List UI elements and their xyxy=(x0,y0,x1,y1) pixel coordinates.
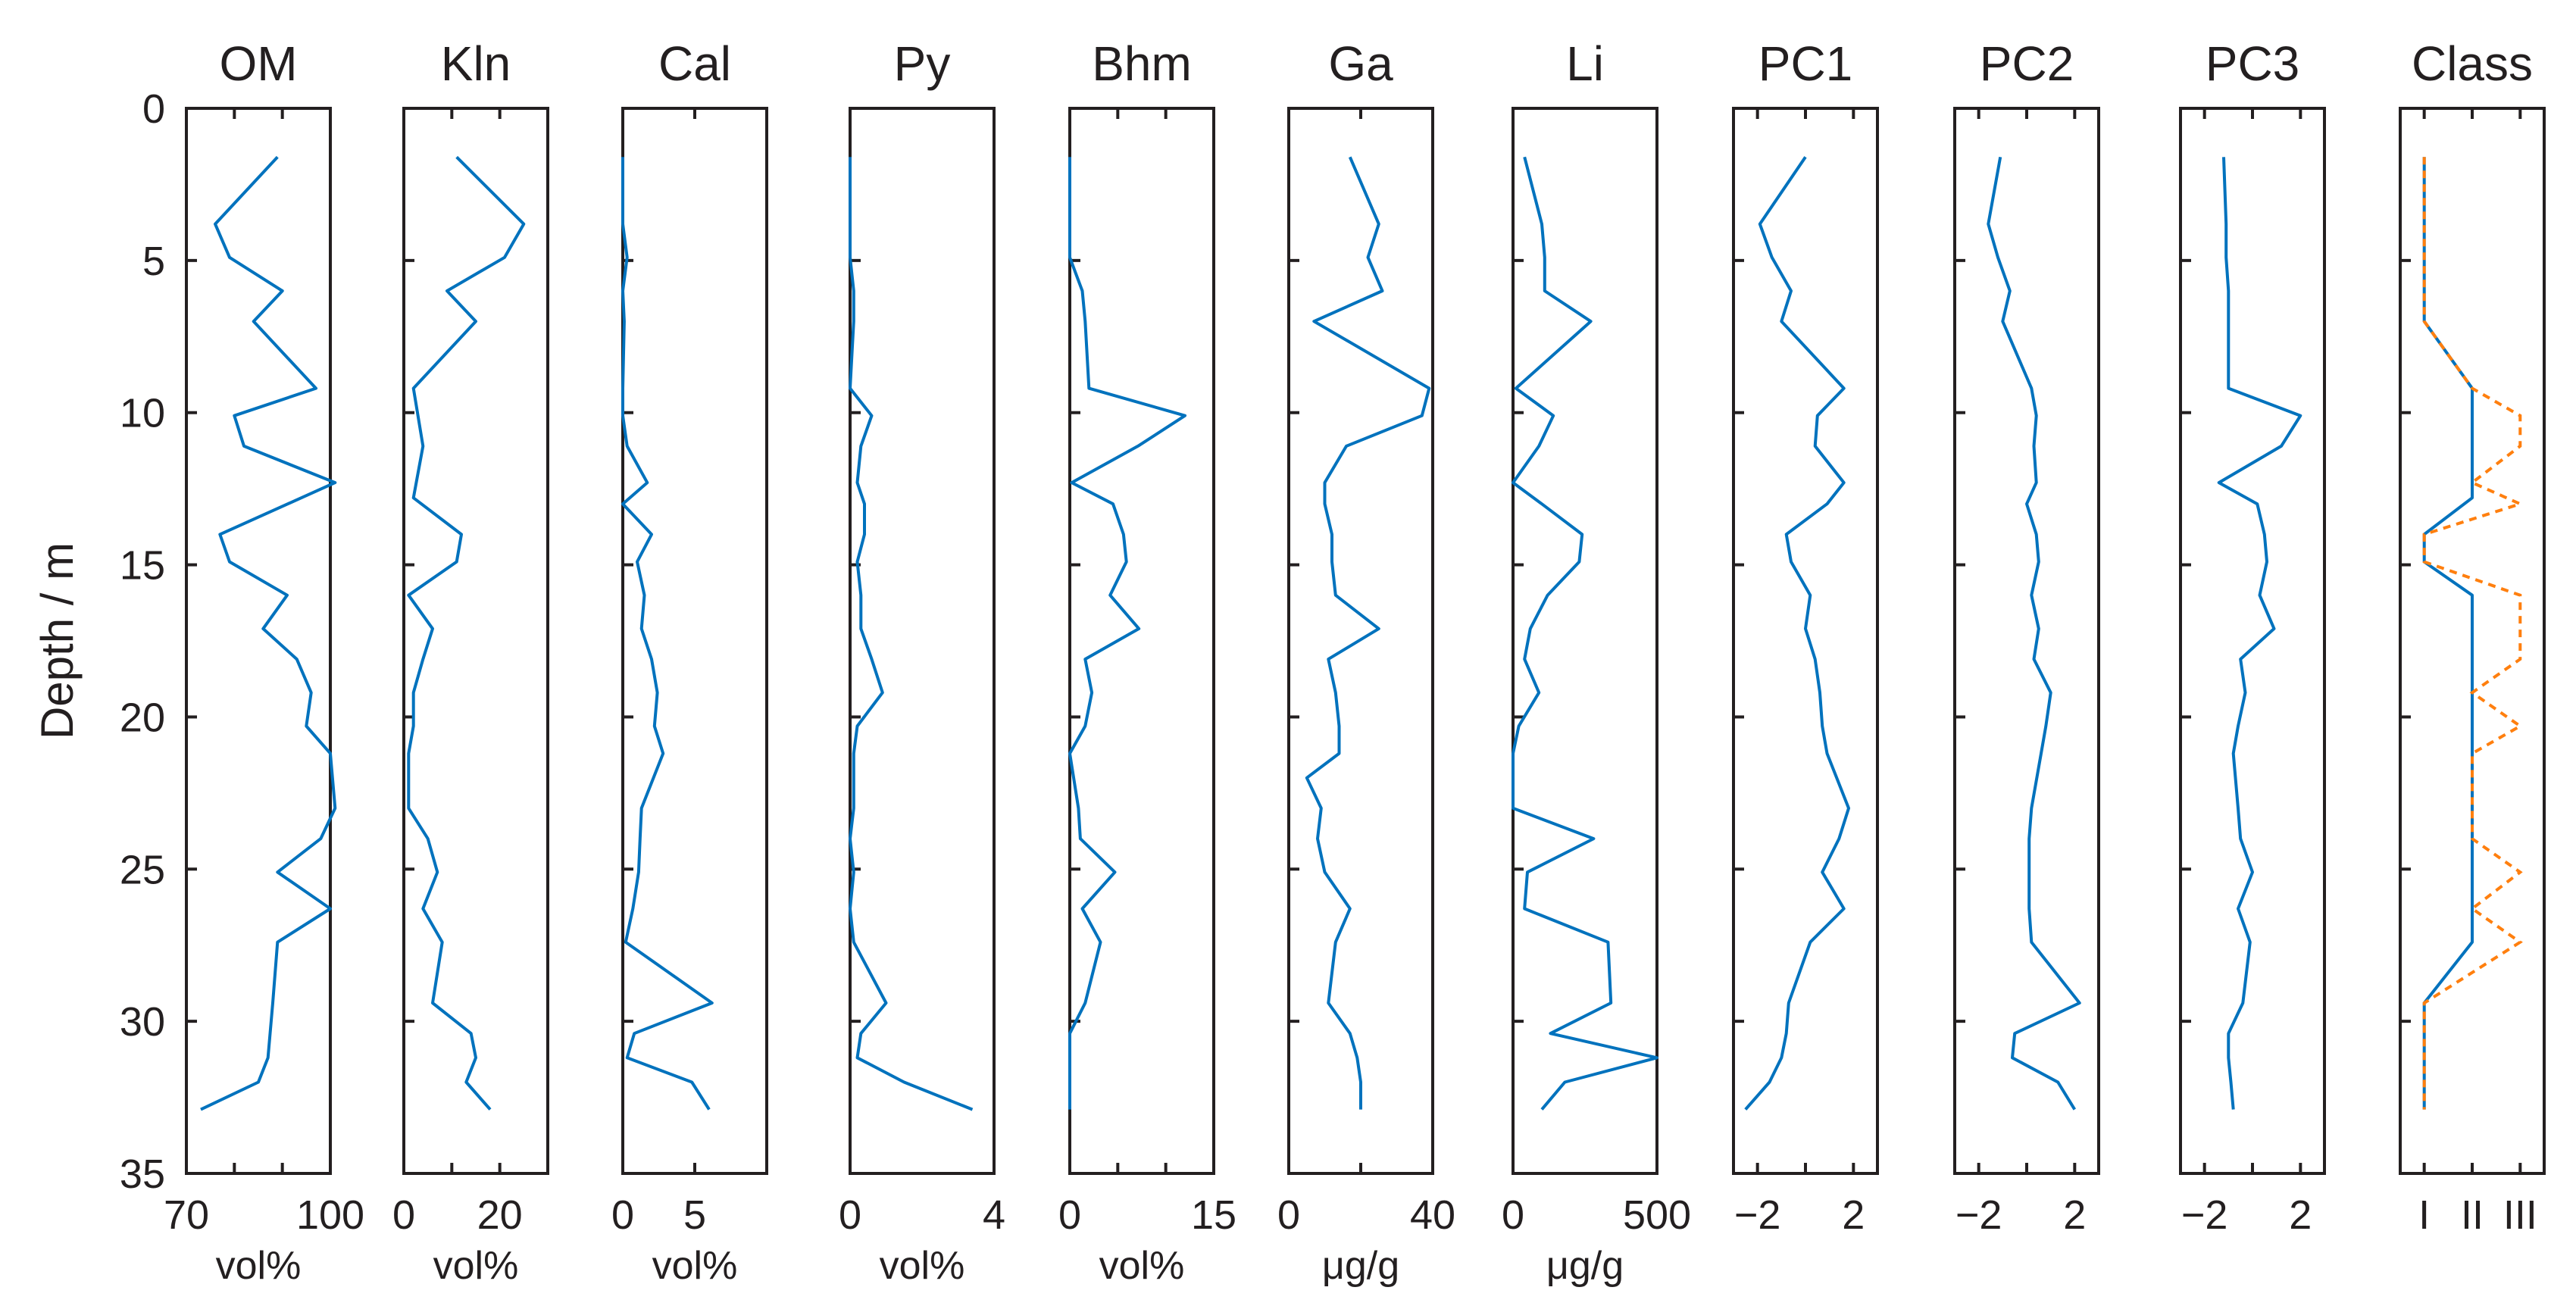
panel-title: Class xyxy=(2412,36,2533,91)
y-tick-label: 10 xyxy=(120,391,165,436)
x-tick-label: 0 xyxy=(1058,1192,1081,1238)
x-tick-label: 5 xyxy=(683,1192,706,1238)
panel-title: PC1 xyxy=(1758,36,1853,91)
x-tick-label: 4 xyxy=(983,1192,1005,1238)
panel-title: PC3 xyxy=(2206,36,2300,91)
series-line-li xyxy=(1512,156,1658,1111)
x-unit-label: μg/g xyxy=(1546,1244,1624,1288)
panel-frame xyxy=(849,107,996,1175)
panel-cal: Cal 0 5 vol% xyxy=(611,36,768,1288)
panel-frame xyxy=(1068,107,1215,1175)
x-tick-label: 20 xyxy=(477,1192,523,1238)
x-tick-label: −2 xyxy=(2181,1192,2228,1238)
series-line-class-solid xyxy=(2422,157,2474,1110)
x-unit-label: vol% xyxy=(880,1244,965,1288)
x-tick-label: 2 xyxy=(2063,1192,2086,1238)
x-tick-label: 2 xyxy=(1842,1192,1865,1238)
x-unit-label: vol% xyxy=(433,1244,519,1288)
x-tick-label: −2 xyxy=(1734,1192,1781,1238)
panel-frame xyxy=(1732,107,1879,1175)
panel-frame xyxy=(2179,107,2326,1175)
panel-frame xyxy=(1512,107,1658,1175)
panel-frame xyxy=(185,107,332,1175)
x-tick-label: II xyxy=(2461,1192,2484,1238)
series-line-bhm xyxy=(1068,157,1186,1110)
panel-title: PC2 xyxy=(1980,36,2074,91)
panel-title: Bhm xyxy=(1092,36,1192,91)
panel-pc1: PC1 −2 2 xyxy=(1732,36,1879,1238)
x-tick-label: 70 xyxy=(164,1192,209,1238)
x-tick-label: −2 xyxy=(1955,1192,2002,1238)
series-line-class-dashed xyxy=(2422,157,2524,1110)
series-line-pc3 xyxy=(2217,157,2302,1110)
y-tick-label: 15 xyxy=(120,543,165,589)
y-tick-label: 0 xyxy=(142,86,165,132)
y-tick-label: 25 xyxy=(120,847,165,892)
series-line-kln xyxy=(407,155,526,1111)
x-tick-label: I xyxy=(2418,1192,2430,1238)
series-line-pc1 xyxy=(1744,156,1850,1111)
y-tick-label: 30 xyxy=(120,999,165,1045)
y-tick-label: 20 xyxy=(120,695,165,740)
x-tick-label: 0 xyxy=(611,1192,634,1238)
y-axis-label: Depth / m xyxy=(32,542,83,739)
x-tick-label: 2 xyxy=(2289,1192,2312,1238)
panel-title: OM xyxy=(219,36,297,91)
x-tick-label: 100 xyxy=(296,1192,364,1238)
panel-frame xyxy=(402,107,549,1175)
y-tick-label: 5 xyxy=(142,239,165,284)
x-unit-label: vol% xyxy=(1099,1244,1185,1288)
panel-kln: Kln 0 20 vol% xyxy=(392,36,549,1288)
series-line-pc2 xyxy=(1987,156,2081,1111)
panel-frame xyxy=(1953,107,2100,1175)
panel-title: Li xyxy=(1566,36,1604,91)
panel-li: Li 0 500 μg/g xyxy=(1502,36,1691,1288)
x-tick-label: 500 xyxy=(1623,1192,1691,1238)
x-unit-label: μg/g xyxy=(1322,1244,1399,1288)
panel-pc2: PC2 −2 2 xyxy=(1953,36,2100,1238)
x-tick-label: 15 xyxy=(1191,1192,1236,1238)
x-tick-label: 40 xyxy=(1410,1192,1455,1238)
panel-title: Cal xyxy=(658,36,731,91)
panel-om: OM 70 100 vol% xyxy=(164,36,364,1288)
series-line-om xyxy=(200,155,337,1111)
panel-title: Ga xyxy=(1328,36,1393,91)
x-unit-label: vol% xyxy=(216,1244,302,1288)
x-tick-label: 0 xyxy=(1502,1192,1524,1238)
panel-pc3: PC3 −2 2 xyxy=(2179,36,2326,1238)
series-line-py xyxy=(849,157,974,1111)
x-tick-label: 0 xyxy=(839,1192,861,1238)
series-line-ga xyxy=(1305,156,1431,1110)
series-line-cal xyxy=(621,157,714,1111)
x-tick-label: 0 xyxy=(1277,1192,1300,1238)
x-tick-label: 0 xyxy=(392,1192,415,1238)
x-tick-label: III xyxy=(2503,1192,2537,1238)
panel-title: Py xyxy=(894,36,951,91)
panel-py: Py 0 4 vol% xyxy=(839,36,1005,1288)
x-unit-label: vol% xyxy=(652,1244,738,1288)
y-tick-label: 35 xyxy=(120,1151,165,1197)
panel-title: Kln xyxy=(441,36,511,91)
